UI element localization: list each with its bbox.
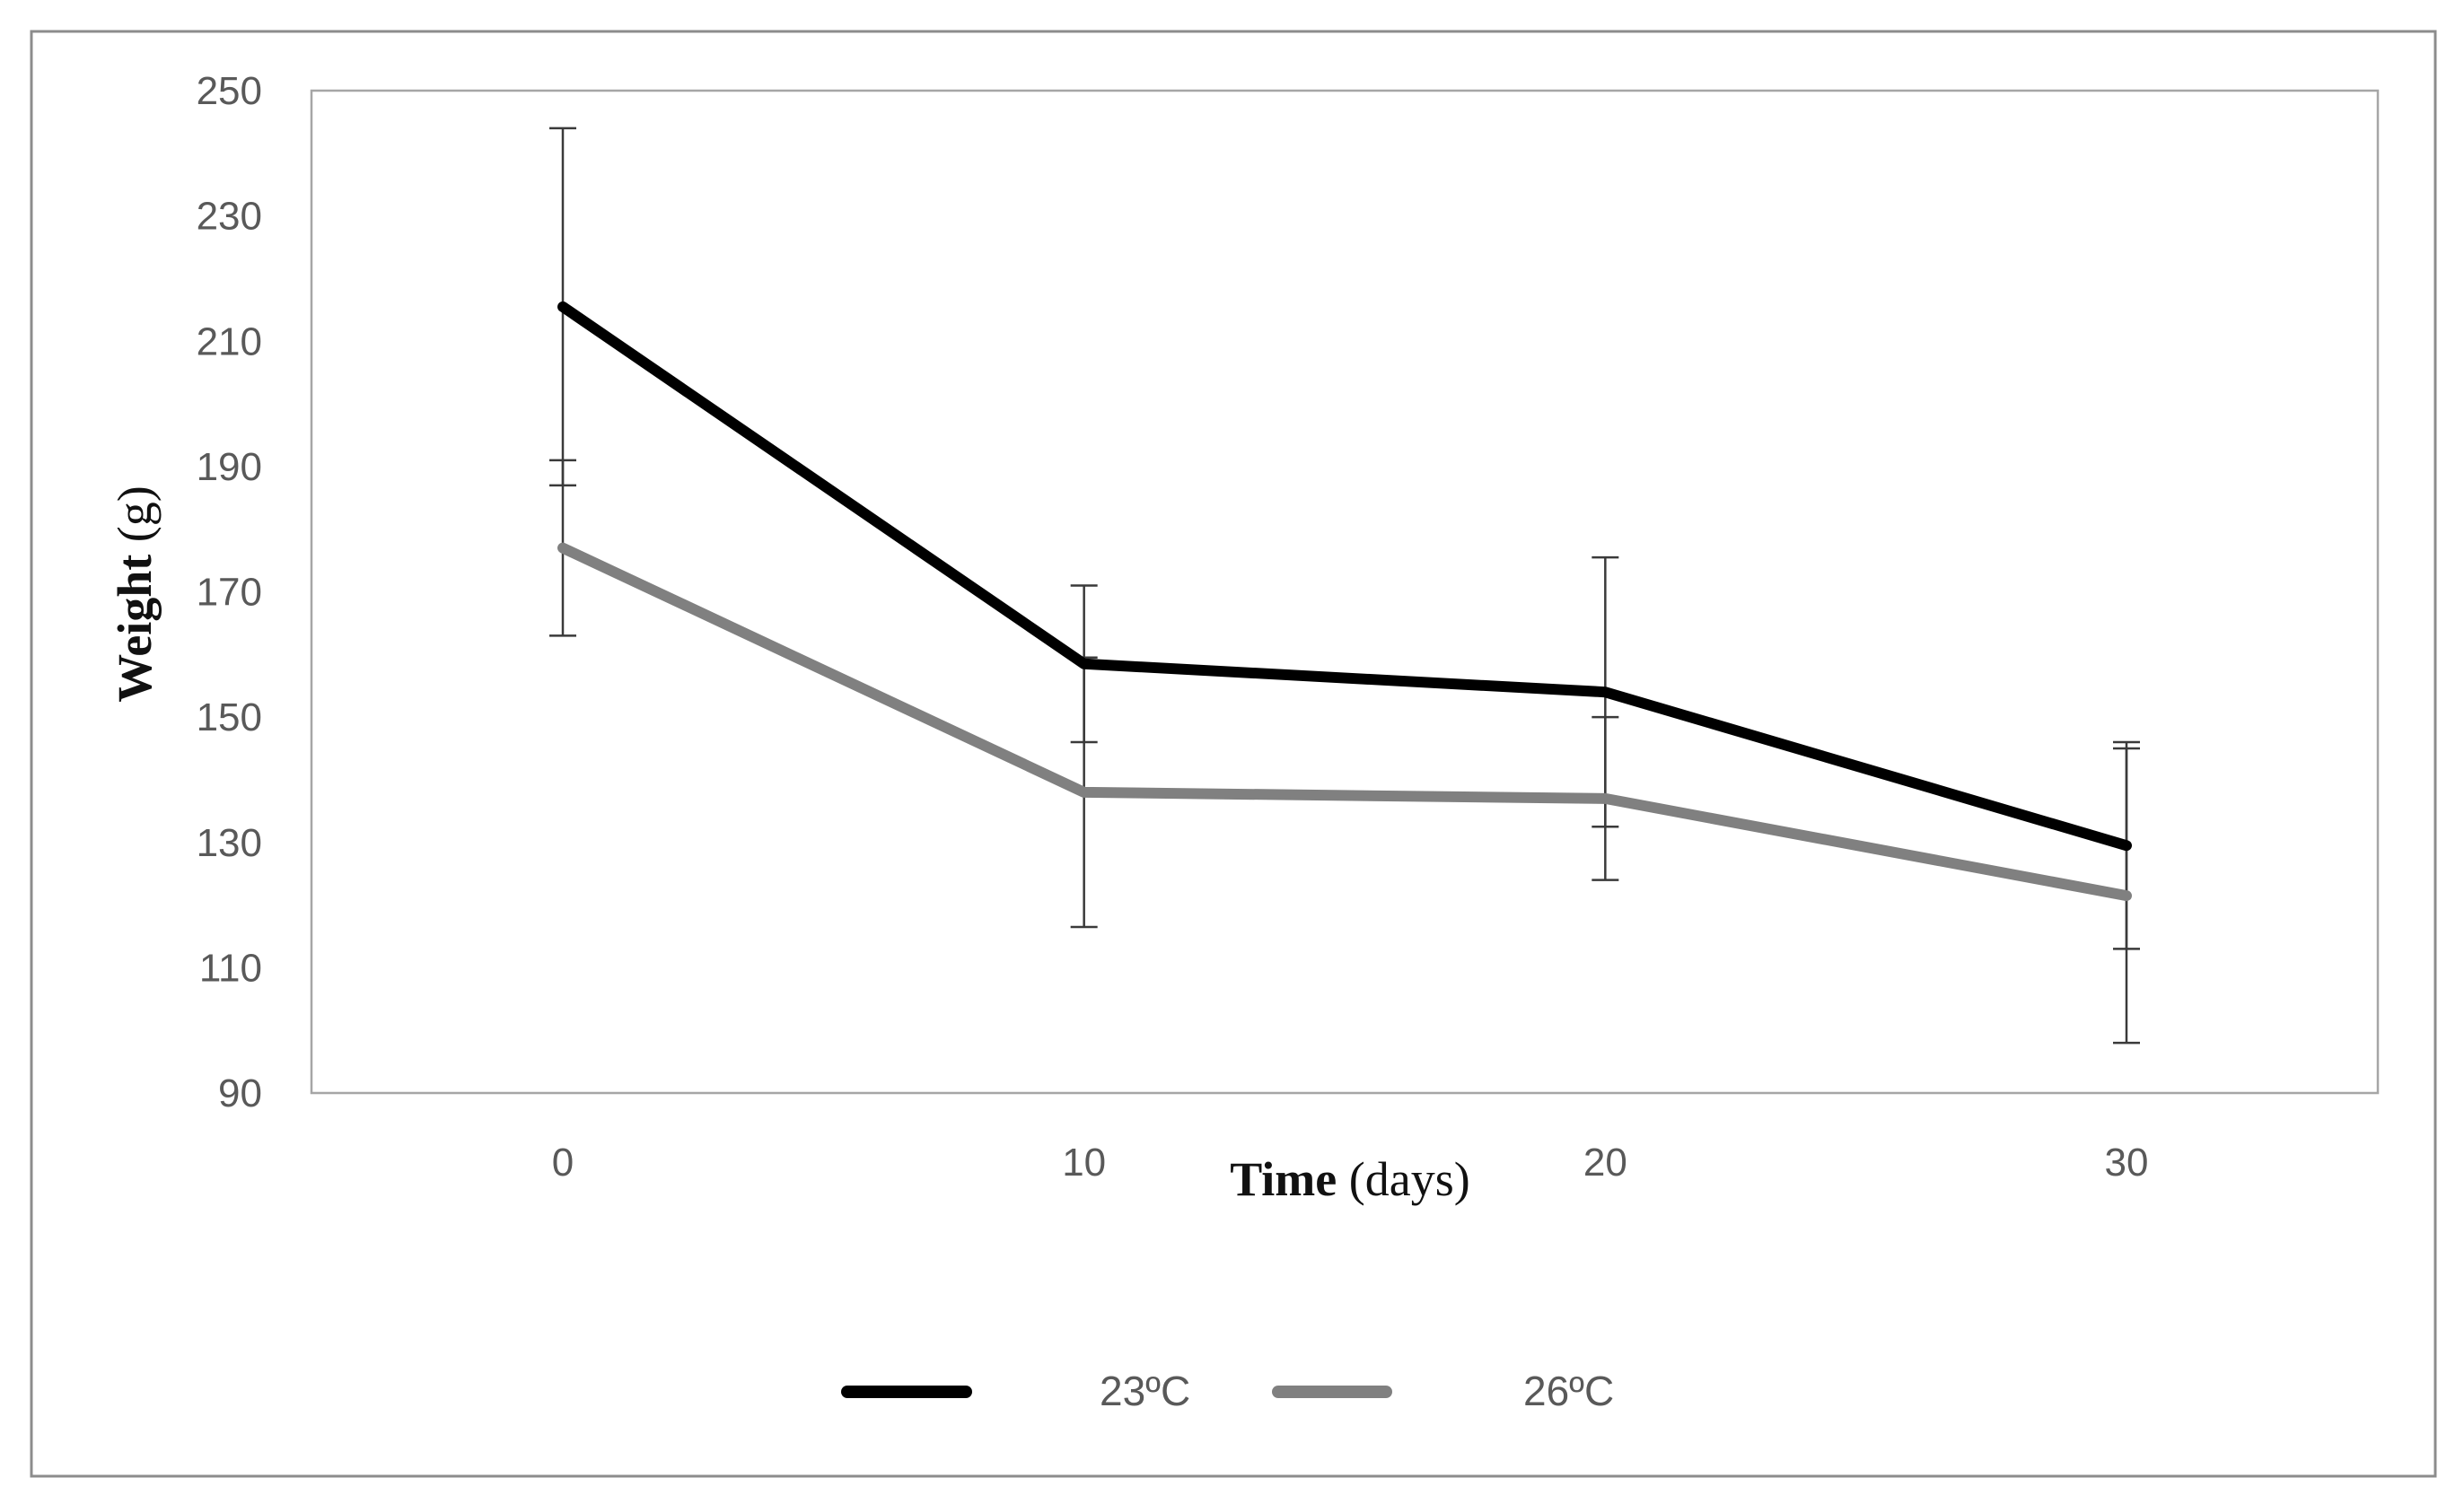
x-tick-label-10: 10 <box>1062 1141 1106 1185</box>
x-tick-label-20: 20 <box>1583 1141 1627 1185</box>
y-axis-title-bold: Weight <box>108 555 162 703</box>
y-tick-label-170: 170 <box>197 571 262 615</box>
y-tick-label-230: 230 <box>197 195 262 239</box>
y-tick-label-90: 90 <box>218 1071 262 1115</box>
y-axis-title-unit: (g) <box>108 485 162 554</box>
series-line-26c <box>557 542 2132 902</box>
series-line-23c <box>557 301 2132 852</box>
y-tick-label-190: 190 <box>197 445 262 489</box>
y-axis-ticks: 90 110 130 150 170 190 210 230 250 <box>197 69 262 1115</box>
y-tick-label-150: 150 <box>197 695 262 739</box>
plot-area-border <box>310 89 2380 1095</box>
x-axis-title-unit: (days) <box>1337 1152 1469 1206</box>
legend: 23ºC 26ºC <box>841 1368 1614 1414</box>
y-axis-title: Weight (g) <box>108 485 162 702</box>
x-tick-label-0: 0 <box>552 1141 574 1185</box>
x-axis-ticks: 0 10 20 30 <box>552 1141 2149 1185</box>
y-tick-label-250: 250 <box>197 69 262 113</box>
series-lines <box>557 301 2132 902</box>
x-axis-title: Time (days) <box>1230 1152 1469 1206</box>
legend-label-23c: 23ºC <box>1100 1368 1190 1414</box>
y-tick-label-110: 110 <box>199 946 262 990</box>
legend-label-26c: 26ºC <box>1523 1368 1614 1414</box>
y-tick-label-130: 130 <box>197 821 262 865</box>
x-tick-label-30: 30 <box>2105 1141 2149 1185</box>
y-tick-label-210: 210 <box>197 319 262 363</box>
x-axis-title-bold: Time <box>1230 1152 1337 1206</box>
chart-border <box>30 30 2437 1478</box>
